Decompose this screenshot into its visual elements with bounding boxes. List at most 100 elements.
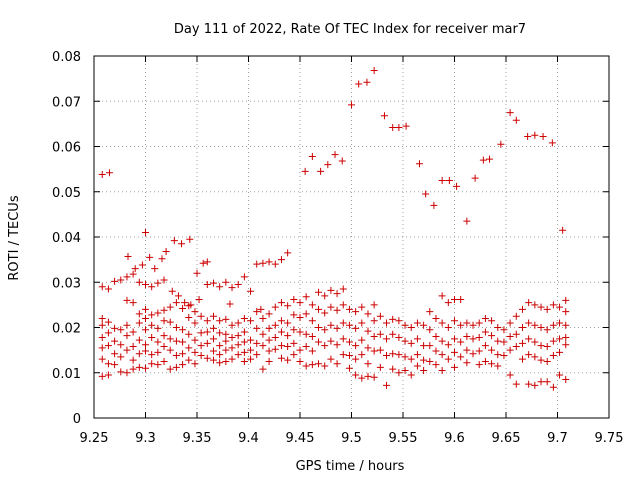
- data-point: [302, 362, 310, 370]
- data-point: [380, 112, 388, 120]
- data-point: [302, 330, 310, 338]
- data-point: [438, 337, 446, 345]
- data-point: [308, 347, 316, 355]
- data-point: [444, 299, 452, 307]
- data-point: [481, 342, 489, 350]
- data-point: [420, 342, 428, 350]
- data-point: [383, 319, 391, 327]
- data-point: [556, 319, 564, 327]
- data-point: [488, 317, 496, 325]
- data-point: [451, 317, 458, 325]
- data-point: [543, 326, 551, 334]
- data-point: [438, 351, 446, 359]
- data-point: [451, 363, 458, 371]
- data-points: [98, 66, 570, 391]
- data-point: [154, 338, 162, 346]
- data-point: [333, 360, 341, 368]
- data-point: [296, 346, 304, 354]
- data-point: [497, 140, 505, 148]
- x-tick-label: 9.5: [341, 431, 362, 446]
- data-point: [559, 226, 567, 234]
- data-point: [438, 292, 446, 300]
- data-point: [154, 279, 162, 287]
- data-point: [222, 357, 230, 365]
- data-point: [203, 281, 211, 289]
- data-point: [331, 151, 339, 159]
- data-point: [389, 330, 397, 338]
- x-axis-label: GPS time / hours: [296, 459, 405, 474]
- data-point: [209, 356, 217, 364]
- data-point: [562, 321, 570, 329]
- data-point: [426, 308, 434, 316]
- data-point: [247, 355, 255, 363]
- data-point: [531, 381, 539, 389]
- data-point: [240, 314, 248, 322]
- data-point: [364, 344, 372, 352]
- data-point: [222, 330, 230, 338]
- data-point: [321, 362, 329, 370]
- data-point: [129, 365, 137, 373]
- data-point: [315, 288, 323, 296]
- data-point: [271, 321, 279, 329]
- data-point: [240, 328, 248, 336]
- data-point: [308, 301, 316, 309]
- data-point: [104, 318, 112, 326]
- data-point: [98, 372, 106, 380]
- data-point: [284, 319, 292, 327]
- data-point: [259, 365, 267, 373]
- data-point: [98, 314, 106, 322]
- data-point: [352, 308, 360, 316]
- data-point: [216, 329, 224, 337]
- x-tick-label: 9.35: [183, 431, 212, 446]
- data-point: [290, 339, 298, 347]
- data-point: [271, 333, 279, 341]
- data-point: [463, 217, 471, 225]
- data-point: [259, 314, 267, 322]
- data-point: [142, 341, 149, 349]
- data-point: [358, 303, 366, 311]
- data-point: [358, 336, 366, 344]
- data-point: [222, 315, 230, 323]
- data-point: [463, 319, 471, 327]
- data-point: [506, 109, 514, 117]
- data-point: [531, 301, 539, 309]
- data-point: [401, 366, 409, 374]
- data-point: [422, 190, 430, 198]
- data-point: [168, 287, 176, 295]
- x-tick-label: 9.3: [135, 431, 156, 446]
- data-point: [191, 336, 199, 344]
- data-point: [430, 201, 438, 209]
- data-point: [376, 346, 384, 354]
- y-tick-label: 0.01: [52, 367, 81, 382]
- data-point: [179, 350, 187, 358]
- y-tick-label: 0.07: [52, 95, 81, 110]
- data-point: [148, 351, 156, 359]
- data-point: [203, 258, 211, 266]
- data-point: [525, 335, 533, 343]
- data-point: [556, 303, 564, 311]
- data-point: [135, 310, 143, 318]
- data-point: [148, 321, 156, 329]
- data-point: [185, 330, 193, 338]
- data-point: [259, 342, 267, 350]
- data-point: [407, 355, 415, 363]
- data-point: [172, 324, 180, 331]
- data-point: [277, 299, 285, 307]
- data-point: [308, 333, 316, 341]
- data-point: [302, 310, 310, 318]
- data-point: [395, 317, 403, 325]
- data-point: [98, 333, 106, 341]
- data-point: [166, 335, 174, 343]
- data-point: [111, 361, 119, 369]
- data-point: [271, 303, 279, 311]
- data-point: [488, 360, 496, 368]
- data-point: [457, 295, 465, 303]
- data-point: [265, 310, 273, 318]
- data-point: [413, 362, 421, 370]
- x-tick-label: 9.6: [444, 431, 465, 446]
- data-point: [370, 373, 378, 381]
- data-point: [277, 342, 285, 350]
- data-point: [123, 332, 131, 340]
- data-point: [193, 269, 201, 277]
- x-tick-label: 9.65: [492, 431, 521, 446]
